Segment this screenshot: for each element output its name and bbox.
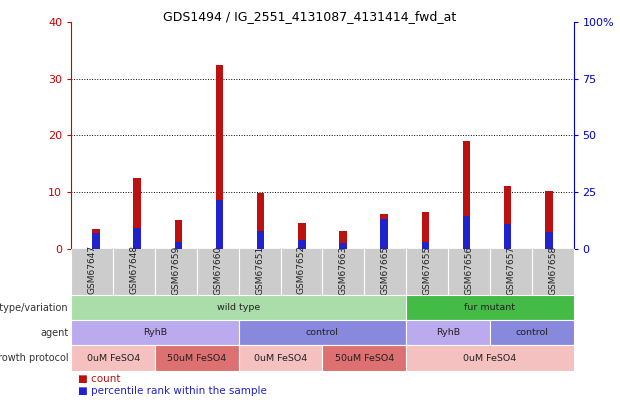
Bar <box>298 223 306 249</box>
Bar <box>463 216 470 249</box>
Bar <box>92 233 100 249</box>
Text: GSM67651: GSM67651 <box>255 245 264 294</box>
Text: GSM67663: GSM67663 <box>339 245 348 294</box>
Text: 0uM FeSO4: 0uM FeSO4 <box>87 354 140 362</box>
Text: wild type: wild type <box>217 303 260 312</box>
Text: ■ percentile rank within the sample: ■ percentile rank within the sample <box>78 386 267 396</box>
Bar <box>175 242 182 249</box>
Text: 0uM FeSO4: 0uM FeSO4 <box>254 354 307 362</box>
Bar <box>339 243 347 249</box>
Bar <box>216 65 223 249</box>
Bar <box>216 200 223 249</box>
Text: control: control <box>515 328 548 337</box>
Bar <box>257 193 264 249</box>
Text: GSM67658: GSM67658 <box>548 245 557 294</box>
Bar <box>133 178 141 249</box>
Text: GSM67665: GSM67665 <box>381 245 390 294</box>
Bar <box>381 219 388 249</box>
Bar <box>381 213 388 249</box>
Text: fur mutant: fur mutant <box>464 303 515 312</box>
Bar <box>133 228 141 249</box>
Text: GSM67647: GSM67647 <box>87 245 97 294</box>
Text: GSM67656: GSM67656 <box>464 245 474 294</box>
Text: GSM67657: GSM67657 <box>506 245 515 294</box>
Text: RyhB: RyhB <box>436 328 460 337</box>
Text: GSM67652: GSM67652 <box>297 245 306 294</box>
Bar <box>422 242 429 249</box>
Bar <box>175 220 182 249</box>
Text: control: control <box>306 328 339 337</box>
Bar <box>463 141 470 249</box>
Text: GDS1494 / IG_2551_4131087_4131414_fwd_at: GDS1494 / IG_2551_4131087_4131414_fwd_at <box>164 10 456 23</box>
Text: GSM67648: GSM67648 <box>130 245 139 294</box>
Text: 0uM FeSO4: 0uM FeSO4 <box>463 354 516 362</box>
Text: 50uM FeSO4: 50uM FeSO4 <box>167 354 226 362</box>
Bar <box>298 240 306 249</box>
Bar <box>257 230 264 249</box>
Bar <box>504 224 511 249</box>
Bar <box>92 229 100 249</box>
Text: genotype/variation: genotype/variation <box>0 303 68 313</box>
Bar <box>545 191 552 249</box>
Text: GSM67660: GSM67660 <box>213 245 223 294</box>
Text: ▶: ▶ <box>73 303 79 312</box>
Bar <box>545 232 552 249</box>
Bar <box>504 186 511 249</box>
Text: GSM67655: GSM67655 <box>422 245 432 294</box>
Bar <box>422 212 429 249</box>
Text: ▶: ▶ <box>73 328 79 337</box>
Text: GSM67659: GSM67659 <box>171 245 180 294</box>
Text: ▶: ▶ <box>73 354 79 362</box>
Text: agent: agent <box>40 328 68 338</box>
Bar <box>339 230 347 249</box>
Text: RyhB: RyhB <box>143 328 167 337</box>
Text: growth protocol: growth protocol <box>0 353 68 363</box>
Text: ■ count: ■ count <box>78 373 120 384</box>
Text: 50uM FeSO4: 50uM FeSO4 <box>335 354 394 362</box>
